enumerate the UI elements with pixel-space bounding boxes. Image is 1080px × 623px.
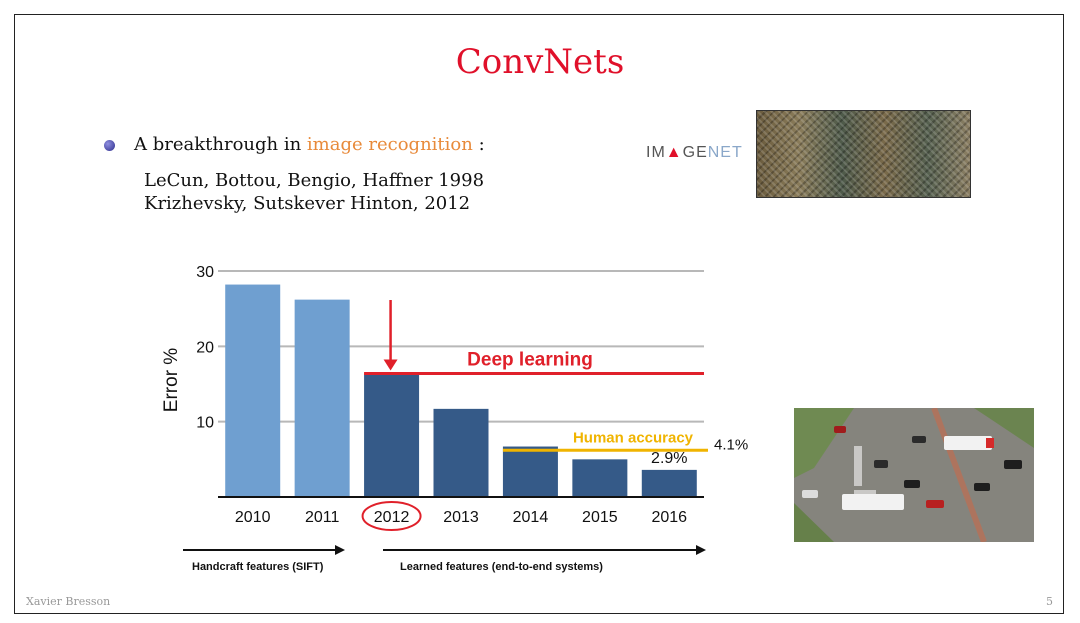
x-tick-label-2015: 2015 (582, 509, 618, 526)
imagenet-mosaic-image (756, 110, 971, 198)
bar-2016 (641, 469, 697, 497)
x-tick-label-2011: 2011 (305, 509, 340, 526)
x-tick-label-2016: 2016 (651, 509, 687, 526)
deep-learning-label: Deep learning (467, 349, 593, 370)
logo-part-im: IM (646, 144, 666, 161)
value-label-2016: 2.9% (651, 450, 687, 467)
x-tick-label-2013: 2013 (443, 509, 479, 526)
era-label-1: Handcraft features (SIFT) (192, 561, 324, 573)
value-label-human: 4.1% (714, 436, 748, 453)
bar-2013 (433, 408, 489, 497)
reference-1: LeCun, Bottou, Bengio, Haffner 1998 (144, 170, 485, 191)
bullet-icon (104, 140, 115, 151)
era-arrowhead-icon-2 (696, 545, 706, 555)
y-tick-label-10: 10 (196, 415, 214, 432)
y-tick-label-30: 30 (196, 264, 214, 281)
bullet-highlight: image recognition (306, 134, 473, 155)
traffic-scene-drawing (794, 408, 1034, 542)
imagenet-logo: IM▲GENET (646, 144, 743, 162)
bullet-prefix: A breakthrough in (134, 134, 307, 155)
bar-2015 (572, 459, 628, 497)
logo-part-ge: GE (682, 144, 708, 161)
bar-2014 (502, 446, 558, 497)
bar-2010 (225, 284, 281, 497)
bullet-text: A breakthrough in image recognition : (134, 134, 485, 155)
y-axis-label: Error % (161, 348, 182, 413)
footer-author: Xavier Bresson (26, 595, 111, 608)
bar-2012 (364, 373, 420, 497)
footer-page-number: 5 (1046, 595, 1053, 608)
logo-part-net: NET (707, 144, 743, 161)
logo-mark-icon: ▲ (665, 144, 683, 161)
y-tick-label-20: 20 (196, 339, 214, 356)
x-tick-label-2014: 2014 (513, 509, 549, 526)
bar-2011 (294, 299, 350, 497)
circled-category-2012 (361, 501, 422, 531)
slide-title: ConvNets (455, 42, 625, 82)
human-accuracy-label: Human accuracy (573, 429, 694, 446)
era-label-2: Learned features (end-to-end systems) (400, 561, 603, 573)
reference-2: Krizhevsky, Sutskever Hinton, 2012 (144, 193, 471, 214)
bullet-suffix: : (472, 134, 485, 155)
x-tick-label-2010: 2010 (235, 509, 271, 526)
traffic-scene-image (794, 408, 1034, 542)
red-arrow-icon (383, 359, 398, 371)
x-tick-label-2012: 2012 (374, 509, 410, 526)
era-arrowhead-icon-1 (335, 545, 345, 555)
